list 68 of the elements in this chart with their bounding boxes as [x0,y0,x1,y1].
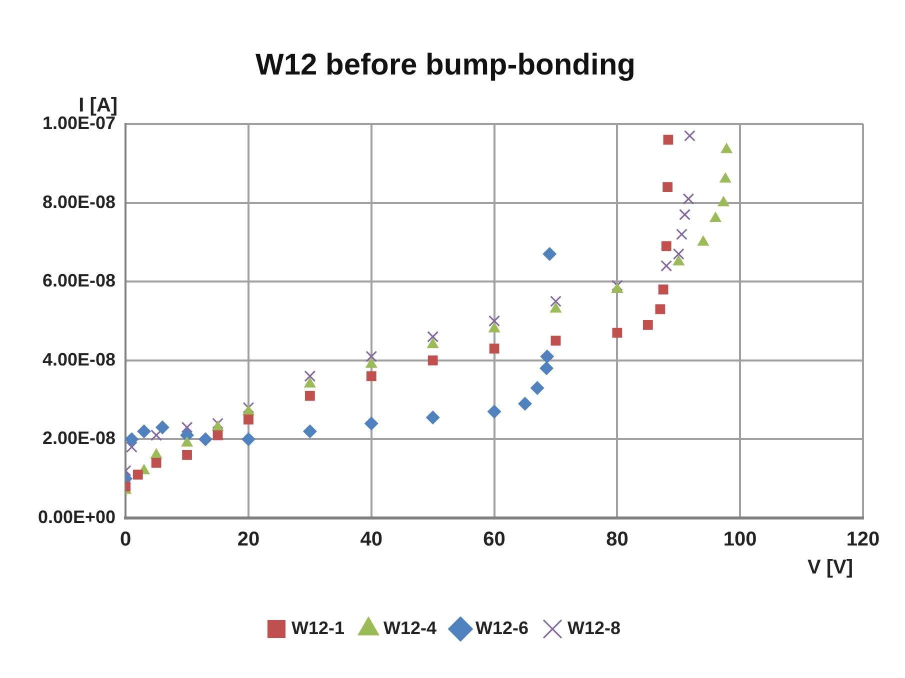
point [364,416,378,430]
point [198,432,212,446]
y-tick-label: 0.00E+00 [38,506,116,527]
point [304,390,315,401]
point [540,361,554,376]
point [518,396,532,411]
point [126,432,139,446]
x-tick-label: 40 [360,528,383,551]
point [487,404,502,419]
point [550,296,562,307]
x-tick-label: 60 [483,528,506,551]
point [181,422,193,434]
point [679,208,690,220]
point [304,377,316,388]
point [212,430,223,440]
y-tick-label: 4.00E-08 [42,349,116,370]
point [611,280,623,292]
point [530,380,544,395]
point [126,441,138,453]
x-tick-label: 120 [846,528,880,551]
point [155,420,170,434]
x-tick-label: 0 [120,528,132,551]
point [488,315,500,327]
point [426,410,440,425]
point [658,284,668,294]
point [242,402,254,414]
point [428,355,438,366]
point [212,418,224,430]
point [655,304,666,314]
point [489,344,500,354]
point [150,430,162,441]
x-tick-label: 100 [723,528,757,551]
legend-label: W12-4 [383,618,436,638]
y-tick-label: 2.00E-08 [42,428,116,448]
point [366,371,376,382]
point [682,193,694,205]
point [304,370,316,382]
point [684,130,696,142]
legend-label: W12-6 [476,618,529,638]
point [663,134,674,145]
point [137,424,152,438]
point [132,470,143,480]
point [642,320,653,330]
legend-label: W12-8 [568,618,621,638]
point [151,458,162,468]
point [660,260,672,272]
x-axis-title: V [V] [807,556,853,579]
point [661,241,672,252]
chart-title: W12 before bump-bonding [256,48,636,82]
y-tick-label: 6.00E-08 [42,270,116,291]
point [612,328,622,338]
point [540,349,554,364]
legend-label: W12-1 [291,618,344,638]
point [366,350,378,362]
point [182,450,192,460]
point [427,331,439,342]
point [241,432,256,446]
x-tick-label: 80 [606,528,628,551]
point [709,212,722,222]
point [550,336,561,346]
x-tick-label: 20 [237,528,260,551]
point [244,414,254,424]
y-tick-label: 8.00E-08 [42,192,116,212]
point [672,248,684,260]
point [662,182,673,192]
point [542,247,557,262]
point [676,228,688,240]
point [302,424,317,438]
